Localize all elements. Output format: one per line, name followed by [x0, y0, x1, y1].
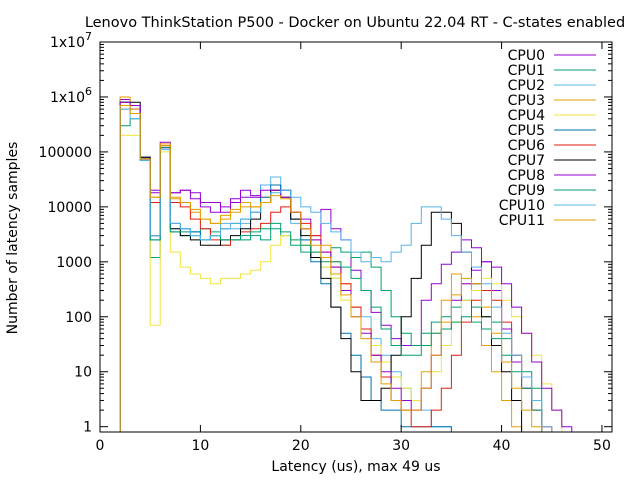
- y-tick-label: 1x106: [50, 85, 92, 106]
- y-tick-label: 100000: [39, 145, 92, 161]
- legend-label-cpu9: CPU9: [508, 183, 545, 199]
- x-tick-label: 20: [292, 438, 310, 454]
- series-line-cpu6: [119, 108, 553, 432]
- y-tick-label: 10: [74, 365, 92, 381]
- legend-label-cpu3: CPU3: [508, 93, 545, 109]
- legend-label-cpu5: CPU5: [508, 123, 545, 139]
- series-line-cpu10: [119, 108, 553, 432]
- x-tick-label: 30: [392, 438, 410, 454]
- chart-title: Lenovo ThinkStation P500 - Docker on Ubu…: [85, 15, 625, 31]
- y-tick-label: 100: [65, 310, 92, 326]
- series-line-cpu4: [119, 134, 563, 432]
- legend-label-cpu4: CPU4: [508, 108, 545, 124]
- x-tick-label: 40: [493, 438, 511, 454]
- x-tick-label: 10: [191, 438, 209, 454]
- legend-label-cpu8: CPU8: [508, 168, 545, 184]
- y-tick-label: 1x107: [50, 30, 92, 51]
- legend: CPU0CPU1CPU2CPU3CPU4CPU5CPU6CPU7CPU8CPU9…: [499, 48, 596, 229]
- legend-label-cpu2: CPU2: [508, 78, 545, 94]
- plot-area: 0 10 20 30 40 50 1 10 100 1000 10000 100000 1x106 1x1…: [39, 30, 613, 454]
- y-tick-label: 10000: [47, 200, 92, 216]
- legend-label-cpu1: CPU1: [508, 63, 545, 79]
- x-tick-label: 50: [593, 438, 611, 454]
- y-tick-label: 1000: [56, 255, 92, 271]
- series-line-cpu7: [119, 101, 523, 432]
- legend-label-cpu7: CPU7: [508, 153, 545, 169]
- y-axis-label: Number of latency samples: [5, 142, 21, 335]
- legend-label-cpu6: CPU6: [508, 138, 545, 154]
- legend-label-cpu11: CPU11: [499, 213, 545, 229]
- x-axis-label: Latency (us), max 49 us: [271, 459, 440, 475]
- series-line-cpu2: [119, 105, 452, 432]
- plot-frame: [99, 41, 613, 433]
- x-tick-label: 0: [96, 438, 105, 454]
- series-line-cpu11: [119, 105, 543, 432]
- y-tick-label: 1: [83, 420, 92, 436]
- legend-label-cpu10: CPU10: [499, 198, 545, 214]
- legend-label-cpu0: CPU0: [508, 48, 545, 64]
